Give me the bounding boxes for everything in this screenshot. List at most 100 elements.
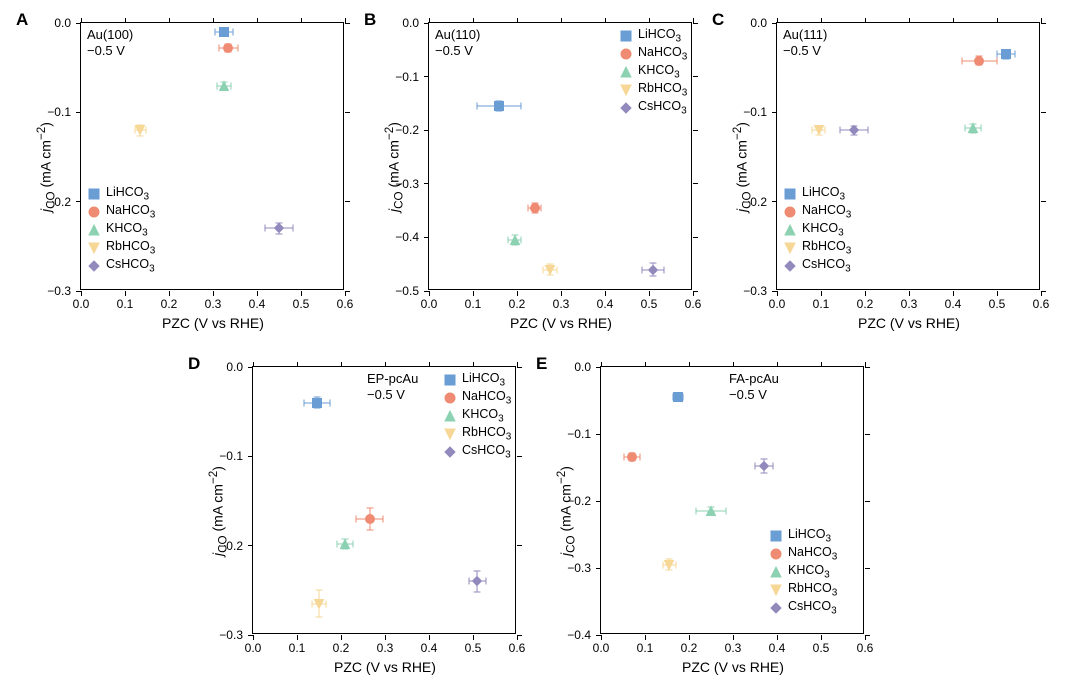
legend-B: LiHCO3NaHCO3KHCO3RbHCO3CsHCO3 xyxy=(619,27,687,117)
legend-label: NaHCO3 xyxy=(462,389,511,407)
xtick-label: 0.3 xyxy=(553,297,570,311)
panel-D: D0.00.10.20.30.40.50.60.0−0.1−0.2−0.3PZC… xyxy=(186,350,524,680)
data-point-Na xyxy=(223,43,234,54)
errorbar-h-cap xyxy=(486,578,487,585)
legend-C: LiHCO3NaHCO3KHCO3RbHCO3CsHCO3 xyxy=(783,185,851,275)
xtick-mark xyxy=(429,291,430,296)
ytick-mark xyxy=(424,76,429,77)
panel-title-line: Au(110) xyxy=(435,27,480,42)
legend-label: RbHCO3 xyxy=(638,81,687,99)
ytick-label: 0.0 xyxy=(203,360,243,374)
errorbar-h-cap xyxy=(232,28,233,35)
ytick-mark xyxy=(248,367,253,368)
errorbar-h-cap xyxy=(623,454,624,461)
ytick-mark xyxy=(596,501,601,502)
errorbar-h-cap xyxy=(825,127,826,134)
xtick-label: 0.0 xyxy=(593,641,610,655)
legend-D: LiHCO3NaHCO3KHCO3RbHCO3CsHCO3 xyxy=(443,371,511,461)
legend-entry-Na: NaHCO3 xyxy=(443,389,511,407)
data-point-Cs xyxy=(274,223,285,234)
legend-label: LiHCO3 xyxy=(106,185,149,203)
legend-entry-Li: LiHCO3 xyxy=(443,371,511,389)
ytick-mark xyxy=(693,237,698,238)
data-point-Cs xyxy=(648,264,659,275)
errorbar-h-cap xyxy=(961,57,962,64)
ytick-mark xyxy=(424,237,429,238)
legend-marker-icon xyxy=(443,427,457,441)
xtick-mark xyxy=(821,291,822,296)
xtick-mark xyxy=(997,18,998,23)
xtick-mark xyxy=(341,635,342,640)
x-axis-label: PZC (V vs RHE) xyxy=(777,315,1041,331)
legend-marker-icon xyxy=(443,373,457,387)
legend-marker-icon xyxy=(769,601,783,615)
legend-entry-Li: LiHCO3 xyxy=(619,27,687,45)
legend-label: RbHCO3 xyxy=(462,425,511,443)
errorbar-h-cap xyxy=(293,225,294,232)
xtick-mark xyxy=(953,18,954,23)
errorbar-h-cap xyxy=(980,125,981,132)
legend-label: KHCO3 xyxy=(802,221,844,239)
data-point-Cs xyxy=(849,125,860,136)
xtick-label: 0.2 xyxy=(681,641,698,655)
errorbar-h-cap xyxy=(964,125,965,132)
ytick-mark xyxy=(424,291,429,292)
legend-entry-Rb: RbHCO3 xyxy=(443,425,511,443)
ytick-mark xyxy=(772,201,777,202)
xtick-mark xyxy=(821,362,822,367)
y-axis-label: jCO (mA cm−2) xyxy=(383,122,405,212)
xtick-mark xyxy=(865,291,866,296)
legend-marker-icon xyxy=(443,409,457,423)
xtick-mark xyxy=(997,291,998,296)
legend-entry-K: KHCO3 xyxy=(769,563,837,581)
xtick-mark xyxy=(125,18,126,23)
xtick-mark xyxy=(693,291,694,296)
ytick-mark xyxy=(424,183,429,184)
legend-entry-Li: LiHCO3 xyxy=(87,185,155,203)
xtick-label: 0.0 xyxy=(421,297,438,311)
errorbar-h-cap xyxy=(639,454,640,461)
errorbar-h-cap xyxy=(218,45,219,52)
ytick-label: 0.0 xyxy=(727,16,767,30)
errorbar-v-cap xyxy=(650,275,657,276)
legend-label: NaHCO3 xyxy=(788,545,837,563)
panel-title-line: Au(100) xyxy=(87,27,133,42)
ytick-mark xyxy=(693,76,698,77)
xtick-mark xyxy=(517,635,518,640)
ytick-mark xyxy=(1041,201,1046,202)
xtick-mark xyxy=(821,18,822,23)
errorbar-h-cap xyxy=(1014,51,1015,58)
xtick-mark xyxy=(689,635,690,640)
data-point-K xyxy=(219,80,230,91)
ytick-label: −0.1 xyxy=(203,449,243,463)
ytick-mark xyxy=(345,23,350,24)
ytick-mark xyxy=(596,367,601,368)
x-axis-label: PZC (V vs RHE) xyxy=(601,659,865,675)
ytick-mark xyxy=(424,23,429,24)
errorbar-v-cap xyxy=(760,472,767,473)
legend-entry-Na: NaHCO3 xyxy=(783,203,851,221)
data-point-K xyxy=(340,538,351,549)
legend-marker-icon xyxy=(783,187,797,201)
legend-entry-Li: LiHCO3 xyxy=(769,527,837,545)
errorbar-h-cap xyxy=(330,399,331,406)
panel-title-line: −0.5 V xyxy=(729,387,767,402)
data-point-Rb xyxy=(135,125,146,136)
xtick-mark xyxy=(645,635,646,640)
ytick-mark xyxy=(596,568,601,569)
ytick-mark xyxy=(76,23,81,24)
y-axis-label: jCO (mA cm−2) xyxy=(207,466,229,556)
x-axis-label: PZC (V vs RHE) xyxy=(81,315,345,331)
xtick-label: 0.0 xyxy=(245,641,262,655)
xtick-mark xyxy=(561,291,562,296)
panel-A: A0.00.10.20.30.40.50.60.0−0.1−0.2−0.3PZC… xyxy=(14,6,352,336)
xtick-label: 0.5 xyxy=(465,641,482,655)
data-point-Li xyxy=(494,101,505,112)
errorbar-h-cap xyxy=(353,540,354,547)
xtick-mark xyxy=(81,291,82,296)
legend-marker-icon xyxy=(769,565,783,579)
panel-title-line: FA-pcAu xyxy=(729,371,779,386)
xtick-mark xyxy=(473,362,474,367)
legend-marker-icon xyxy=(619,101,633,115)
panel-title-line: −0.5 V xyxy=(435,43,473,58)
